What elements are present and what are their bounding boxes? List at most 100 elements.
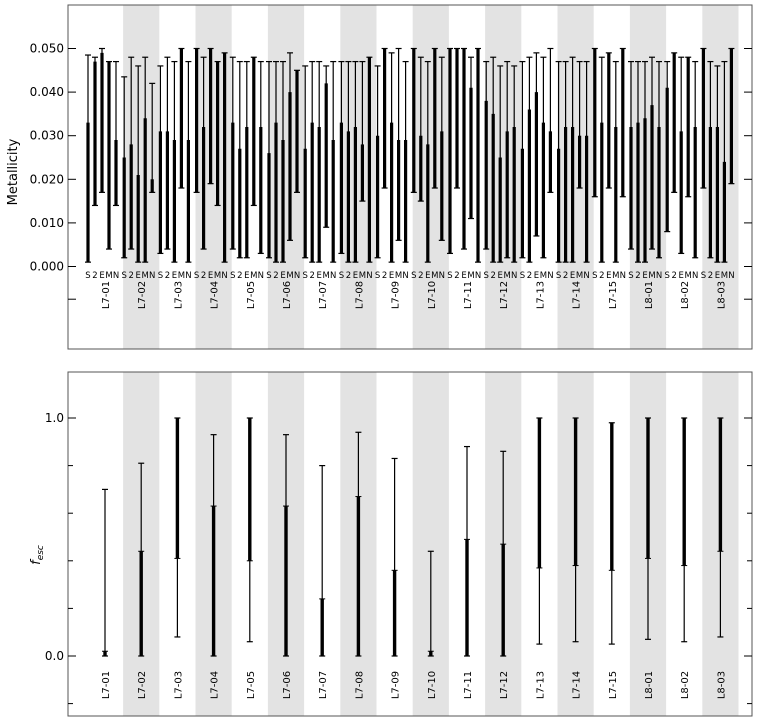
sub-label: N	[620, 271, 626, 281]
sub-label: S	[628, 271, 633, 281]
metallicity-y-axis-label: Metallicity	[6, 138, 21, 205]
sub-label: E	[172, 271, 177, 281]
sub-label: M	[214, 271, 221, 281]
sub-label: E	[280, 271, 285, 281]
sub-label: N	[583, 271, 589, 281]
sub-label: 2	[128, 271, 133, 281]
sub-label: M	[178, 271, 185, 281]
sub-label: M	[504, 271, 511, 281]
sub-label: M	[323, 271, 330, 281]
group-label: L7-05	[246, 671, 257, 699]
sub-label: 2	[309, 271, 314, 281]
sub-label: S	[520, 271, 525, 281]
sub-label: 2	[527, 271, 532, 281]
group-label: L8-01	[644, 281, 655, 309]
sub-label: E	[715, 271, 720, 281]
fesc-y-axis-label-main: f	[29, 558, 44, 565]
group-label: L7-08	[354, 281, 365, 309]
group-label: L7-11	[463, 281, 474, 309]
sub-label: N	[149, 271, 155, 281]
y-tick-label: 1.0	[45, 411, 64, 425]
sub-label: S	[411, 271, 416, 281]
sub-label: 2	[454, 271, 459, 281]
sub-label: N	[402, 271, 408, 281]
sub-label: E	[534, 271, 539, 281]
fesc-y-axis-label: fesc	[29, 545, 46, 565]
group-label: L7-02	[137, 671, 148, 699]
sub-label: E	[606, 271, 611, 281]
sub-label: M	[250, 271, 257, 281]
sub-label: E	[642, 271, 647, 281]
sub-label: E	[317, 271, 322, 281]
sub-label: S	[556, 271, 561, 281]
sub-label: S	[664, 271, 669, 281]
group-label: L7-11	[463, 671, 474, 699]
sub-label: N	[439, 271, 445, 281]
sub-label: E	[208, 271, 213, 281]
sub-label: M	[467, 271, 474, 281]
sub-label: 2	[346, 271, 351, 281]
sub-label: M	[431, 271, 438, 281]
group-label: L8-02	[680, 671, 691, 699]
sub-label: N	[475, 271, 481, 281]
sub-label: M	[685, 271, 692, 281]
sub-label: N	[547, 271, 553, 281]
sub-label: S	[194, 271, 199, 281]
group-label: L7-12	[499, 671, 510, 699]
sub-label: S	[230, 271, 235, 281]
sub-label: 2	[671, 271, 676, 281]
sub-label: 2	[418, 271, 423, 281]
sub-label: S	[447, 271, 452, 281]
fesc-axes: 0.0 1.0	[45, 371, 753, 717]
sub-label: M	[395, 271, 402, 281]
group-label: L7-10	[427, 281, 438, 309]
sub-label: N	[294, 271, 300, 281]
sub-label: M	[142, 271, 149, 281]
fesc-panel: L7-01 L7-02 L7-03 L7-04 L7-05 L7-06 L7-07 L7-08…	[29, 371, 753, 717]
sub-label: E	[461, 271, 466, 281]
sub-label: 2	[382, 271, 387, 281]
metallicity-axes: 0.000 0.010 0.020 0.030 0.040 0.050	[30, 4, 753, 350]
y-tick-label: 0.030	[30, 129, 64, 143]
group-label: L8-03	[716, 671, 727, 699]
group-label: L7-05	[246, 281, 257, 309]
group-label: L7-13	[535, 671, 546, 699]
sub-label: 2	[635, 271, 640, 281]
group-label: L8-01	[644, 671, 655, 699]
sub-label: S	[158, 271, 163, 281]
sub-label: S	[375, 271, 380, 281]
sub-label: 2	[273, 271, 278, 281]
group-label: L7-04	[210, 671, 221, 699]
sub-label: 2	[165, 271, 170, 281]
sub-label: N	[330, 271, 336, 281]
sub-label: S	[592, 271, 597, 281]
y-tick-label: 0.000	[30, 260, 64, 274]
group-label: L7-03	[173, 671, 184, 699]
sub-label: N	[113, 271, 119, 281]
sub-label: S	[701, 271, 706, 281]
group-label: L7-08	[354, 671, 365, 699]
sub-label: 2	[237, 271, 242, 281]
group-label: L7-03	[173, 281, 184, 309]
sub-label: E	[425, 271, 430, 281]
sub-label: E	[136, 271, 141, 281]
group-label: L7-13	[535, 281, 546, 309]
group-label: L7-15	[608, 281, 619, 309]
group-label: L7-09	[391, 281, 402, 309]
shaded-band	[123, 5, 160, 349]
sub-label: N	[511, 271, 517, 281]
sub-label: E	[498, 271, 503, 281]
group-label: L7-07	[318, 281, 329, 309]
sub-label: M	[286, 271, 293, 281]
sub-label: E	[389, 271, 394, 281]
sub-label: S	[121, 271, 126, 281]
group-label: L7-04	[210, 281, 221, 309]
metallicity-panel: S 2 E M NL7-01S 2 E M NL7-02S 2 E M NL7-03S 2 E M NL7-04…	[6, 4, 753, 350]
group-shading	[123, 372, 739, 716]
group-label: L7-10	[427, 671, 438, 699]
fesc-error-bars: L7-01 L7-02 L7-03 L7-04 L7-05 L7-06 L7-07 L7-08…	[101, 417, 727, 699]
sub-label: M	[576, 271, 583, 281]
group-label: L7-15	[608, 671, 619, 699]
fesc-y-axis-label-sub: esc	[36, 545, 46, 560]
